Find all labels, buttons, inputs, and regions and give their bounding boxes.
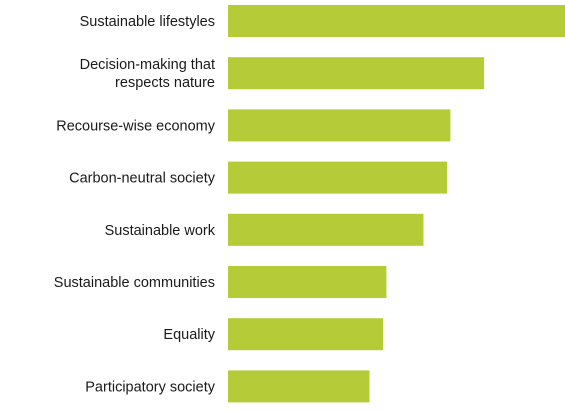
- category-label-line: Carbon-neutral society: [69, 171, 216, 187]
- bar-1: [228, 57, 485, 90]
- category-label-7: Participatory society: [85, 379, 215, 395]
- bar-5: [228, 266, 387, 298]
- bar-4: [228, 213, 424, 246]
- category-labels-group: Sustainable lifestyles Decision-making th…: [54, 14, 216, 395]
- category-label-2: Recourse-wise economy: [56, 118, 216, 134]
- bar-6: [228, 318, 383, 351]
- bar-3: [228, 161, 448, 194]
- category-label-line: Recourse-wise economy: [56, 118, 216, 134]
- category-label-line: Sustainable communities: [54, 275, 215, 291]
- category-label-5: Sustainable communities: [54, 275, 215, 291]
- category-label-line: Decision-making that: [80, 57, 215, 73]
- category-label-0: Sustainable lifestyles: [80, 14, 215, 30]
- category-label-6: Equality: [163, 327, 215, 343]
- category-label-line: Sustainable lifestyles: [80, 14, 215, 30]
- category-label-line: respects nature: [115, 75, 215, 91]
- category-label-1: Decision-making that respects nature: [80, 57, 215, 91]
- category-label-3: Carbon-neutral society: [69, 171, 216, 187]
- category-label-line: Sustainable work: [105, 223, 216, 239]
- bar-2: [228, 109, 451, 142]
- bar-0: [228, 5, 565, 37]
- category-label-4: Sustainable work: [105, 223, 216, 239]
- bars-group: [228, 5, 565, 403]
- category-label-line: Equality: [163, 327, 215, 343]
- bar-7: [228, 370, 370, 403]
- category-label-line: Participatory society: [85, 379, 215, 395]
